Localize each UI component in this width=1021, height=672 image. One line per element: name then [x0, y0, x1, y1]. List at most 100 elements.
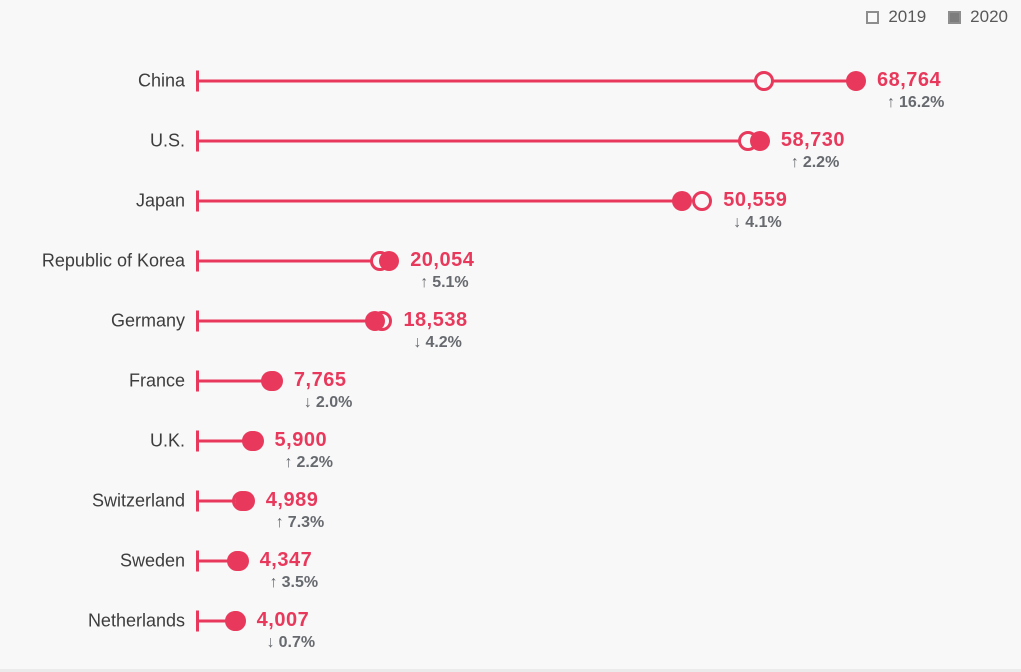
- value-block: 68,764 ↑ 16.2%: [877, 68, 944, 114]
- dot-2020[interactable]: [261, 371, 282, 391]
- dot-2020[interactable]: [228, 551, 249, 571]
- trend-up-icon: ↑: [284, 454, 293, 471]
- filled-square-icon: [948, 10, 962, 24]
- chart-row: Netherlands 4,007 ↓ 0.7%: [0, 591, 1021, 651]
- trend-up-icon: ↑: [887, 94, 895, 111]
- trend-down-icon: ↓: [413, 334, 422, 351]
- pct-change-label: ↓ 2.0%: [294, 392, 352, 414]
- chart-row: Republic of Korea 20,054 ↑ 5.1%: [0, 231, 1021, 291]
- pct-change-value: 2.0%: [315, 394, 353, 411]
- pct-change-label: ↑ 7.3%: [266, 512, 324, 534]
- pct-change-value: 2.2%: [802, 154, 840, 171]
- value-block: 4,007 ↓ 0.7%: [257, 608, 315, 654]
- trend-up-icon: ↑: [269, 574, 278, 591]
- country-label: U.K.: [149, 430, 185, 451]
- pct-change-label: ↑ 2.2%: [781, 152, 845, 174]
- country-label: Germany: [110, 310, 185, 331]
- value-block: 20,054 ↑ 5.1%: [410, 248, 474, 294]
- dot-2020[interactable]: [234, 491, 255, 511]
- pct-change-label: ↑ 3.5%: [260, 572, 318, 594]
- value-label: 50,559: [723, 189, 788, 211]
- chart-row: U.K. 5,900 ↑ 2.2%: [0, 411, 1021, 471]
- value-label: 4,989: [265, 489, 319, 511]
- chart-row: China 68,764 ↑ 16.2%: [0, 51, 1021, 111]
- country-label: Switzerland: [91, 490, 185, 511]
- legend-label-2019: 2019: [888, 7, 927, 26]
- pct-change-label: ↑ 5.1%: [410, 272, 474, 294]
- pct-change-value: 2.2%: [296, 454, 333, 471]
- dot-2020[interactable]: [671, 191, 692, 211]
- dot-2019[interactable]: [692, 191, 713, 211]
- pct-change-value: 16.2%: [899, 94, 945, 111]
- row-line: [197, 619, 236, 623]
- value-label: 4,347: [259, 549, 313, 571]
- chart-row: U.S. 58,730 ↑ 2.2%: [0, 111, 1021, 171]
- trend-up-icon: ↑: [790, 154, 799, 171]
- value-label: 7,765: [293, 369, 347, 391]
- pct-change-value: 0.7%: [278, 634, 316, 651]
- country-label: Sweden: [119, 550, 185, 571]
- value-block: 4,347 ↑ 3.5%: [260, 548, 318, 594]
- row-line: [197, 139, 760, 143]
- value-label: 20,054: [410, 249, 475, 271]
- dot-2020[interactable]: [846, 71, 866, 91]
- trend-down-icon: ↓: [303, 394, 312, 411]
- value-block: 18,538 ↓ 4.2%: [403, 308, 467, 354]
- legend-item-2020[interactable]: 2020: [948, 7, 1008, 27]
- pct-change-value: 4.1%: [745, 214, 782, 231]
- value-label: 68,764: [877, 69, 942, 91]
- pct-change-label: ↓ 0.7%: [257, 632, 315, 654]
- value-block: 50,559 ↓ 4.1%: [723, 188, 787, 234]
- value-block: 7,765 ↓ 2.0%: [294, 368, 352, 414]
- pct-change-value: 7.3%: [287, 514, 325, 531]
- pct-change-label: ↑ 2.2%: [275, 452, 333, 474]
- value-block: 4,989 ↑ 7.3%: [266, 488, 324, 534]
- pct-change-value: 3.5%: [281, 574, 319, 591]
- pct-change-label: ↓ 4.1%: [723, 212, 787, 234]
- row-line: [197, 439, 254, 443]
- row-line: [197, 79, 856, 83]
- trend-down-icon: ↓: [733, 214, 742, 231]
- row-line: [197, 499, 245, 503]
- chart-row: France 7,765 ↓ 2.0%: [0, 351, 1021, 411]
- value-block: 5,900 ↑ 2.2%: [275, 428, 333, 474]
- pct-change-value: 5.1%: [432, 274, 469, 291]
- country-label: Republic of Korea: [41, 250, 185, 271]
- value-label: 58,730: [780, 129, 845, 151]
- chart-row: Sweden 4,347 ↑ 3.5%: [0, 531, 1021, 591]
- row-line: [197, 379, 272, 383]
- row-line: [197, 319, 375, 323]
- legend-label-2020: 2020: [970, 7, 1008, 26]
- dot-2020[interactable]: [225, 611, 246, 631]
- legend-item-2019[interactable]: 2019: [866, 7, 926, 27]
- chart-row: Japan 50,559 ↓ 4.1%: [0, 171, 1021, 231]
- pct-change-label: ↑ 16.2%: [877, 92, 944, 114]
- trend-up-icon: ↑: [420, 274, 429, 291]
- chart-row: Germany 18,538 ↓ 4.2%: [0, 291, 1021, 351]
- chart-legend: 2019 2020: [866, 7, 1008, 27]
- dot-2020[interactable]: [364, 311, 385, 331]
- dot-2020[interactable]: [243, 431, 264, 451]
- dot-2020[interactable]: [379, 251, 400, 271]
- pct-change-value: 4.2%: [425, 334, 462, 351]
- value-label: 4,007: [256, 609, 310, 631]
- country-label: Japan: [135, 190, 185, 211]
- row-line: [197, 259, 390, 263]
- dot-2020[interactable]: [749, 131, 770, 151]
- value-label: 18,538: [403, 309, 468, 331]
- country-label: China: [137, 70, 185, 91]
- dot-2019[interactable]: [754, 71, 775, 91]
- value-block: 58,730 ↑ 2.2%: [781, 128, 845, 174]
- country-label: U.S.: [149, 130, 185, 151]
- open-square-icon: [866, 10, 880, 24]
- country-label: Netherlands: [87, 610, 185, 631]
- pct-change-label: ↓ 4.2%: [403, 332, 467, 354]
- trend-down-icon: ↓: [266, 634, 275, 651]
- trend-up-icon: ↑: [275, 514, 284, 531]
- value-label: 5,900: [274, 429, 328, 451]
- country-label: France: [128, 370, 185, 391]
- chart-row: Switzerland 4,989 ↑ 7.3%: [0, 471, 1021, 531]
- row-line: [197, 199, 682, 203]
- row-line: [197, 559, 239, 563]
